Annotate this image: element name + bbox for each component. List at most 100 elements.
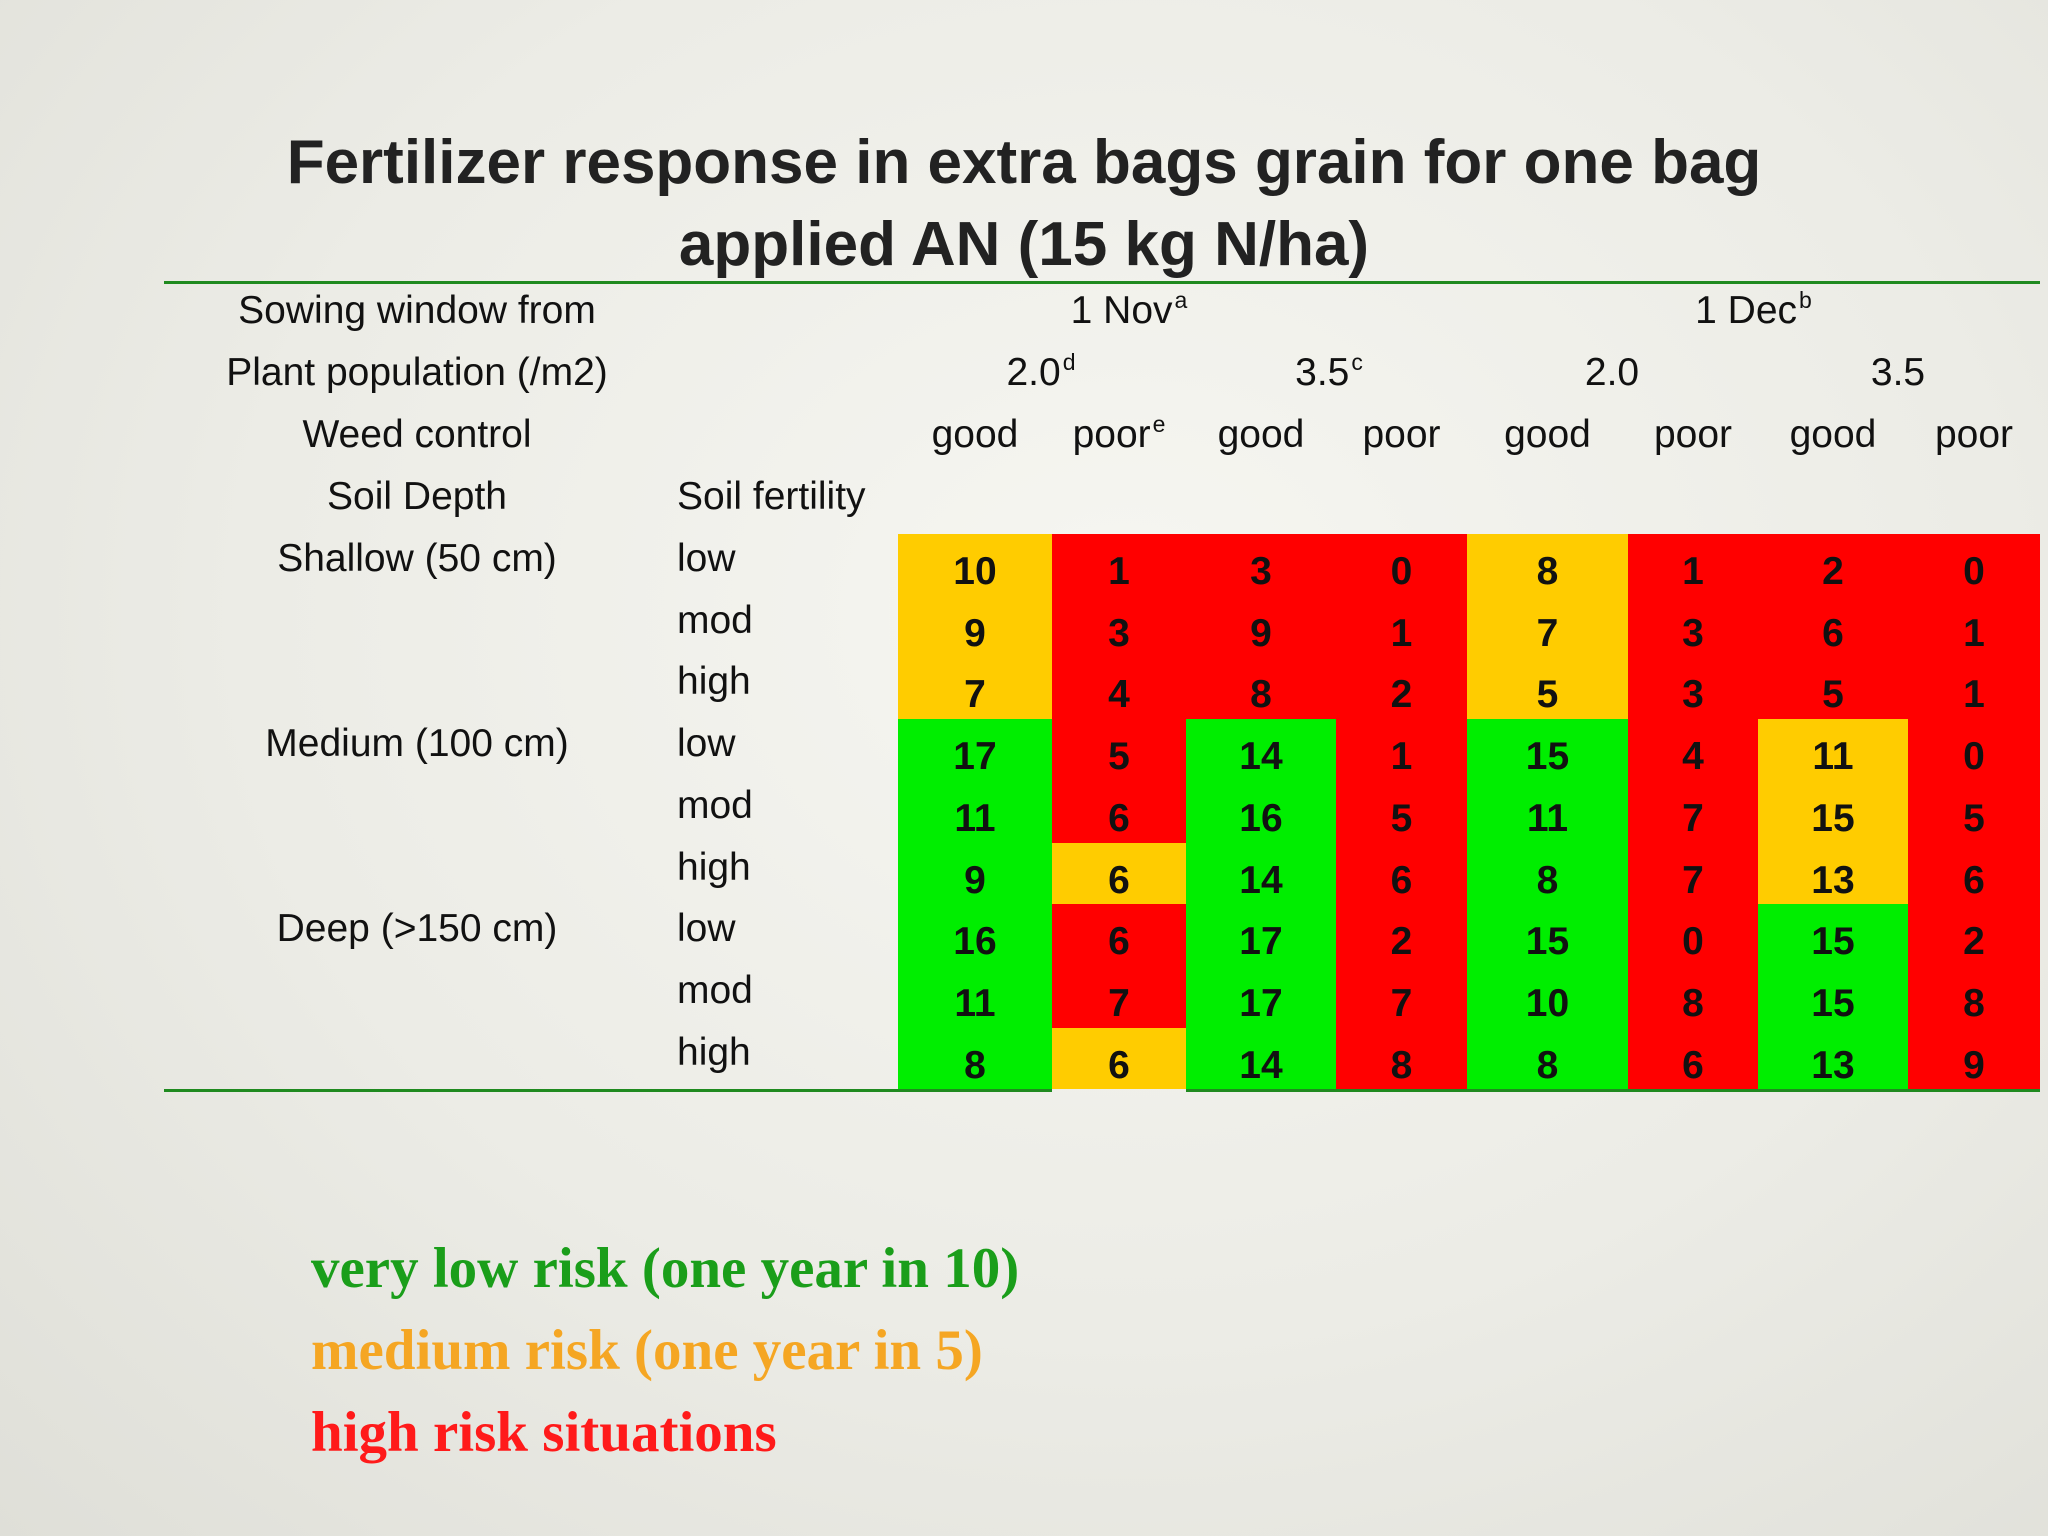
response-cell: 2	[1758, 534, 1908, 596]
response-cell: 11	[898, 966, 1052, 1028]
response-cell: 6	[1052, 904, 1186, 966]
soil-fertility-label: Soil fertility	[677, 475, 866, 518]
response-cell: 15	[1758, 966, 1908, 1028]
response-cell: 7	[1467, 596, 1628, 657]
response-cell: 8	[1186, 657, 1336, 719]
response-cell: 5	[1467, 657, 1628, 719]
response-cell: 15	[1467, 719, 1628, 781]
response-cell: 8	[1467, 534, 1628, 596]
table-bottom-rule-left	[164, 1089, 1052, 1092]
response-cell: 15	[1758, 781, 1908, 843]
response-cell: 10	[1467, 966, 1628, 1028]
depth-label-shallow: Shallow (50 cm)	[277, 537, 557, 580]
population-header-2: 3.5c	[1186, 349, 1472, 400]
response-cell: 2	[1908, 904, 2040, 966]
response-cell: 5	[1052, 719, 1186, 781]
population-header-1: 2.0d	[898, 349, 1184, 400]
response-cell: 3	[1186, 534, 1336, 596]
response-cell: 1	[1908, 657, 2040, 719]
response-cell: 5	[1336, 781, 1467, 843]
weed-control-label: Weed control	[302, 413, 532, 456]
plant-population-label: Plant population (/m2)	[226, 351, 608, 394]
response-cell: 6	[1758, 596, 1908, 657]
population-note: c	[1351, 349, 1363, 375]
weed-header-7: good	[1750, 412, 1916, 458]
response-cell: 8	[1628, 966, 1758, 1028]
fertility-label: high	[677, 660, 751, 704]
sowing-nov-header: 1 Nova	[898, 287, 1360, 338]
response-cell: 6	[1336, 843, 1467, 904]
response-cell: 16	[1186, 781, 1336, 843]
response-cell: 13	[1758, 843, 1908, 904]
response-cell: 16	[898, 904, 1052, 966]
response-cell: 9	[898, 843, 1052, 904]
response-cell: 8	[1908, 966, 2040, 1028]
response-cell: 11	[1467, 781, 1628, 843]
response-cell: 0	[1628, 904, 1758, 966]
response-cell: 5	[1908, 781, 2040, 843]
response-cell: 11	[898, 781, 1052, 843]
response-cell: 9	[1908, 1028, 2040, 1089]
response-cell: 8	[1467, 1028, 1628, 1089]
weed-value: good	[1504, 413, 1591, 456]
depth-label-deep: Deep (>150 cm)	[276, 907, 558, 950]
sowing-dec-note: b	[1799, 287, 1812, 313]
response-cell: 1	[1336, 596, 1467, 657]
sowing-nov-note: a	[1174, 287, 1188, 313]
response-cell: 7	[1628, 781, 1758, 843]
response-cell: 1	[1628, 534, 1758, 596]
response-cell: 7	[1628, 843, 1758, 904]
response-cell: 5	[1758, 657, 1908, 719]
population-header-4: 3.5	[1756, 350, 2042, 400]
weed-value: poor	[1653, 413, 1733, 456]
response-cell: 6	[1052, 843, 1186, 904]
weed-note: e	[1152, 411, 1166, 437]
response-cell: 3	[1052, 596, 1186, 657]
response-cell: 1	[1336, 719, 1467, 781]
weed-header-4: poor	[1328, 412, 1475, 458]
title-line-2: applied AN (15 kg N/ha)	[678, 210, 1370, 279]
response-cell: 7	[1336, 966, 1467, 1028]
population-value: 3.5	[1295, 351, 1350, 394]
response-cell: 0	[1908, 719, 2040, 781]
response-cell: 8	[1336, 1028, 1467, 1089]
response-cell: 1	[1908, 596, 2040, 657]
response-cell: 6	[1628, 1028, 1758, 1089]
fertility-label: low	[677, 907, 736, 951]
depth-label-medium: Medium (100 cm)	[265, 722, 569, 765]
weed-value: poor	[1934, 413, 2014, 456]
weed-header-5: good	[1459, 412, 1636, 458]
response-cell: 4	[1052, 657, 1186, 719]
response-cell: 2	[1336, 904, 1467, 966]
response-cell: 10	[898, 534, 1052, 596]
fertility-label: high	[677, 1030, 751, 1074]
sowing-dec-header: 1 Decb	[1467, 287, 2040, 338]
response-cell: 14	[1186, 843, 1336, 904]
population-value: 2.0	[1006, 351, 1061, 394]
fertility-label: high	[677, 845, 751, 889]
sowing-dec-text: 1 Dec	[1695, 289, 1798, 332]
weed-value: good	[1217, 413, 1305, 456]
population-header-3: 2.0	[1470, 350, 1756, 400]
response-cell: 14	[1186, 1028, 1336, 1089]
legend-item: medium risk (one year in 5)	[311, 1319, 983, 1382]
response-cell: 7	[898, 657, 1052, 719]
response-cell: 15	[1758, 904, 1908, 966]
fertility-label: mod	[677, 598, 753, 642]
legend-item: high risk situations	[311, 1401, 777, 1464]
weed-value: poor	[1362, 413, 1441, 456]
response-cell: 15	[1467, 904, 1628, 966]
response-cell: 8	[898, 1028, 1052, 1089]
response-cell: 17	[1186, 904, 1336, 966]
weed-header-6: poor	[1620, 412, 1766, 458]
fertility-label: low	[677, 722, 736, 766]
soil-depth-label: Soil Depth	[327, 475, 507, 518]
population-note: d	[1062, 349, 1076, 375]
sowing-nov-text: 1 Nov	[1070, 289, 1173, 332]
response-cell: 1	[1052, 534, 1186, 596]
response-cell: 9	[898, 596, 1052, 657]
population-value: 2.0	[1584, 351, 1640, 394]
table-top-rule	[164, 281, 2040, 284]
fertility-label: mod	[677, 783, 753, 827]
weed-value: poor	[1072, 413, 1151, 456]
